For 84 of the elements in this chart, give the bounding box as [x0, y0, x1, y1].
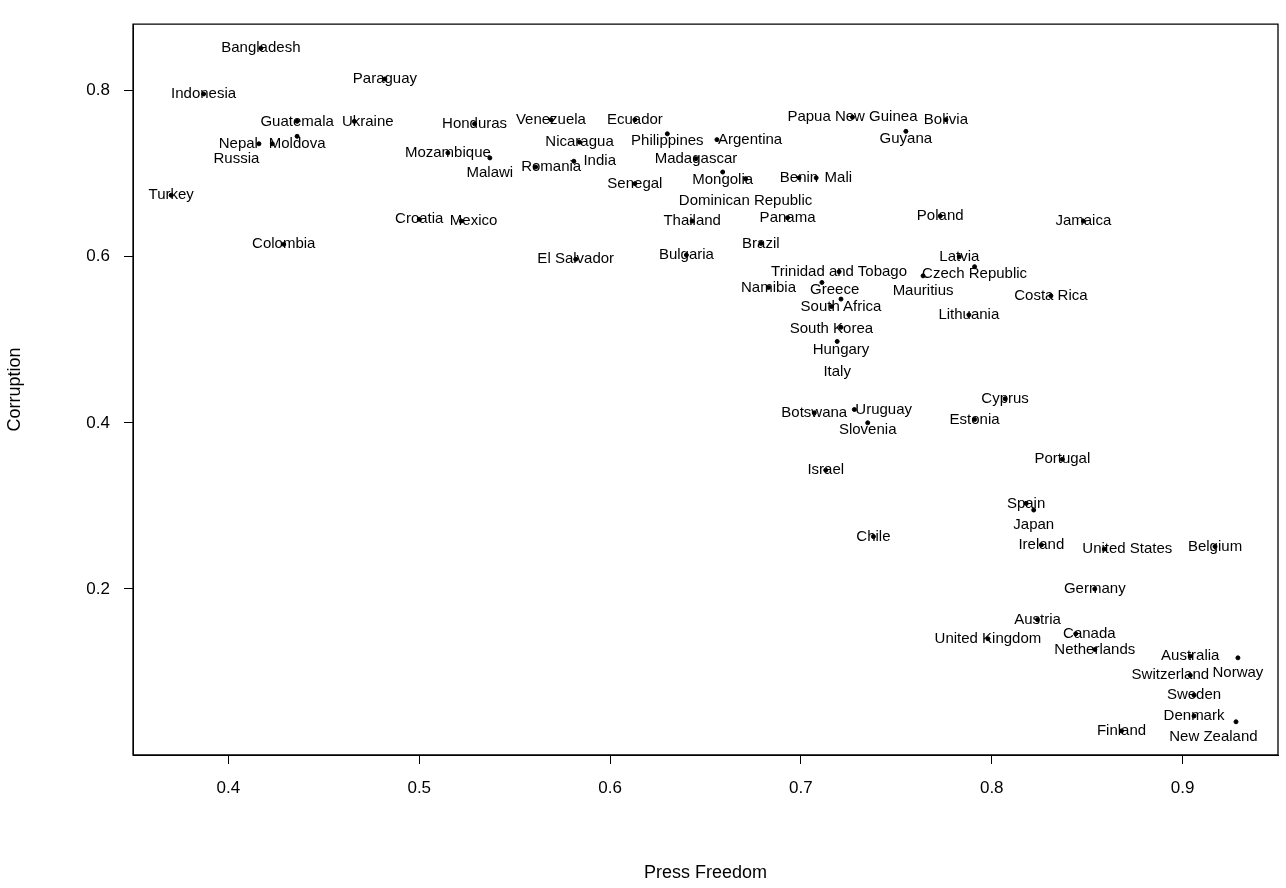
- data-label: Ireland: [1018, 535, 1065, 553]
- data-label: Turkey: [148, 185, 195, 203]
- data-label: Slovenia: [838, 420, 898, 438]
- data-label: Germany: [1063, 579, 1127, 597]
- data-label: Poland: [916, 206, 964, 224]
- x-tick-label: 0.8: [979, 777, 1004, 797]
- data-label: Portugal: [1034, 449, 1091, 467]
- data-label: Guyana: [879, 128, 933, 146]
- data-label: Bulgaria: [658, 245, 715, 263]
- data-label: Nepal: [218, 133, 258, 151]
- data-label: Guatemala: [260, 111, 335, 129]
- y-tick-label: 0.6: [86, 246, 110, 266]
- data-label: Australia: [1161, 646, 1221, 664]
- data-label: Bolivia: [923, 109, 969, 127]
- data-label: Belgium: [1187, 536, 1243, 554]
- data-label: Canada: [1063, 623, 1117, 641]
- data-label: Italy: [823, 361, 852, 379]
- data-label: India: [583, 151, 617, 169]
- data-label: Cyprus: [981, 388, 1029, 406]
- data-label: Papua New Guinea: [787, 107, 919, 125]
- data-label: Senegal: [607, 173, 663, 191]
- data-label: Thailand: [663, 211, 721, 229]
- y-tick-label: 0.8: [86, 80, 110, 100]
- data-label: New Zealand: [1169, 726, 1258, 744]
- data-label: Brazil: [742, 233, 780, 251]
- data-label: Paraguay: [352, 69, 418, 87]
- data-label: Romania: [521, 157, 582, 175]
- y-tick-label: 0.2: [86, 578, 110, 598]
- data-label: Hungary: [812, 339, 870, 357]
- data-label: Denmark: [1163, 706, 1225, 724]
- data-label: Nicaragua: [545, 132, 615, 150]
- data-label: Mali: [824, 167, 853, 185]
- data-label: Mozambique: [404, 143, 491, 161]
- data-label: Bangladesh: [221, 38, 301, 56]
- x-tick-label: 0.9: [1170, 777, 1195, 797]
- data-label: Malawi: [466, 163, 514, 181]
- data-label: Botswana: [781, 402, 848, 420]
- data-label: Mongolia: [692, 169, 754, 187]
- data-label: Dominican Republic: [678, 191, 813, 209]
- data-label: Namibia: [740, 277, 797, 295]
- data-label: Japan: [1013, 515, 1055, 533]
- data-label: Indonesia: [171, 84, 237, 102]
- data-label: Austria: [1014, 609, 1062, 627]
- data-label: Colombia: [252, 234, 317, 252]
- data-label: Mexico: [449, 211, 498, 229]
- x-tick-label: 0.5: [407, 777, 432, 797]
- data-label: Czech Republic: [922, 264, 1028, 282]
- data-label: Venezuela: [515, 109, 587, 127]
- x-tick-label: 0.7: [789, 777, 813, 797]
- data-label: Spain: [1006, 493, 1046, 511]
- data-label: Costa Rica: [1014, 285, 1089, 303]
- data-label: Lithuania: [938, 305, 1000, 322]
- data-label: Israel: [807, 460, 845, 478]
- x-axis-title: Press Freedom: [643, 862, 768, 883]
- y-tick-label: 0.4: [86, 412, 110, 432]
- data-label: Sweden: [1166, 685, 1222, 703]
- data-label: Switzerland: [1131, 665, 1210, 683]
- data-label: Jamaica: [1055, 211, 1112, 229]
- data-label: Croatia: [395, 209, 445, 227]
- data-label: Mauritius: [892, 280, 954, 298]
- data-label: Ecuador: [606, 109, 663, 127]
- data-label: Finland: [1096, 721, 1147, 739]
- data-label: South Africa: [800, 296, 883, 314]
- data-label: Moldova: [268, 133, 327, 151]
- data-label: United Kingdom: [934, 628, 1042, 646]
- data-label: Ukraine: [341, 111, 394, 129]
- data-label: United States: [1082, 539, 1173, 557]
- data-label: South Korea: [789, 319, 874, 337]
- x-tick-label: 0.4: [216, 777, 241, 797]
- data-label: Honduras: [442, 114, 508, 131]
- y-axis-title: Corruption: [3, 347, 24, 432]
- data-label: El Salvador: [537, 249, 615, 267]
- data-label: Latvia: [939, 246, 980, 264]
- data-label: Benin: [779, 167, 819, 185]
- x-tick-label: 0.6: [598, 777, 622, 797]
- data-label: Estonia: [949, 409, 1001, 427]
- data-label: Argentina: [717, 129, 783, 147]
- data-label: Netherlands: [1054, 639, 1136, 657]
- data-label: Philippines: [631, 131, 704, 149]
- data-label: Panama: [759, 207, 817, 225]
- data-label: Norway: [1212, 662, 1264, 680]
- data-label: Greece: [810, 280, 860, 298]
- data-label: Uruguay: [855, 399, 913, 417]
- data-label: Madagascar: [654, 148, 738, 166]
